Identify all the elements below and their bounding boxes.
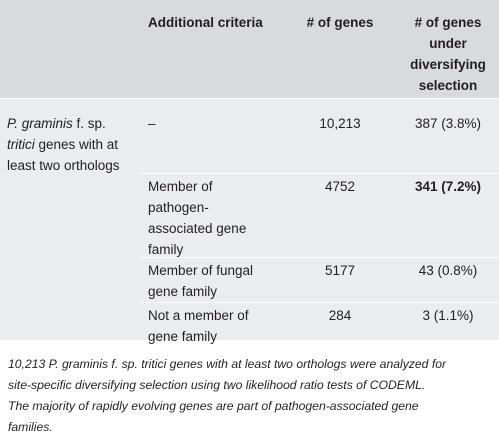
row-divider — [140, 257, 499, 258]
row2-criteria-line1: Member of — [148, 179, 213, 194]
row4-diversifying: 3 (1.1%) — [422, 308, 474, 323]
row1-diversifying: 387 (3.8%) — [414, 116, 482, 131]
species-suffix: f. sp. — [72, 116, 106, 131]
row2-criteria-line2: pathogen- — [148, 200, 209, 215]
header-diversifying-line2: under — [429, 36, 467, 51]
table-footnote: 10,213 P. graminis f. sp. tritici genes … — [8, 354, 496, 438]
table-header-background — [0, 0, 499, 98]
footnote-line1: 10,213 P. graminis f. sp. tritici genes … — [8, 357, 447, 371]
footnote-line4: families. — [8, 420, 53, 434]
row-divider — [140, 302, 499, 303]
header-diversifying-line4: selection — [418, 78, 478, 93]
row-label-line2-rest: genes with at — [34, 137, 119, 152]
forma-specialis-name: tritici — [7, 137, 35, 152]
row4-genes: 284 — [328, 308, 352, 323]
table-body-background — [0, 98, 499, 340]
row1-criteria: – — [148, 116, 156, 131]
row-divider — [140, 173, 499, 174]
row4-criteria-line2: gene family — [148, 329, 218, 344]
row3-criteria-line2: gene family — [148, 284, 218, 299]
row1-genes: 10,213 — [319, 116, 361, 131]
footnote-line2: site-specific diversifying selection usi… — [8, 378, 426, 392]
header-additional-criteria: Additional criteria — [148, 15, 263, 30]
row2-genes: 4752 — [324, 179, 356, 194]
row2-criteria-line3: associated gene — [148, 221, 247, 236]
row-label-line2: tritici genes with at — [7, 134, 118, 155]
species-name: P. graminis — [7, 116, 73, 131]
row3-criteria-line1: Member of fungal — [148, 263, 254, 278]
row2-diversifying: 341 (7.2%) — [414, 179, 482, 194]
header-number-of-genes: # of genes — [306, 15, 374, 30]
row-label-line1: P. graminis f. sp. — [7, 113, 106, 134]
row4-criteria-line1: Not a member of — [148, 308, 249, 323]
row3-diversifying: 43 (0.8%) — [418, 263, 478, 278]
row2-criteria-line4: family — [148, 242, 184, 257]
footnote-line3: The majority of rapidly evolving genes a… — [8, 399, 419, 413]
header-diversifying-line3: diversifying — [410, 57, 486, 72]
row3-genes: 5177 — [324, 263, 356, 278]
header-divider — [0, 98, 499, 99]
row-label-line3: least two orthologs — [7, 158, 120, 173]
header-diversifying-line1: # of genes — [414, 15, 482, 30]
